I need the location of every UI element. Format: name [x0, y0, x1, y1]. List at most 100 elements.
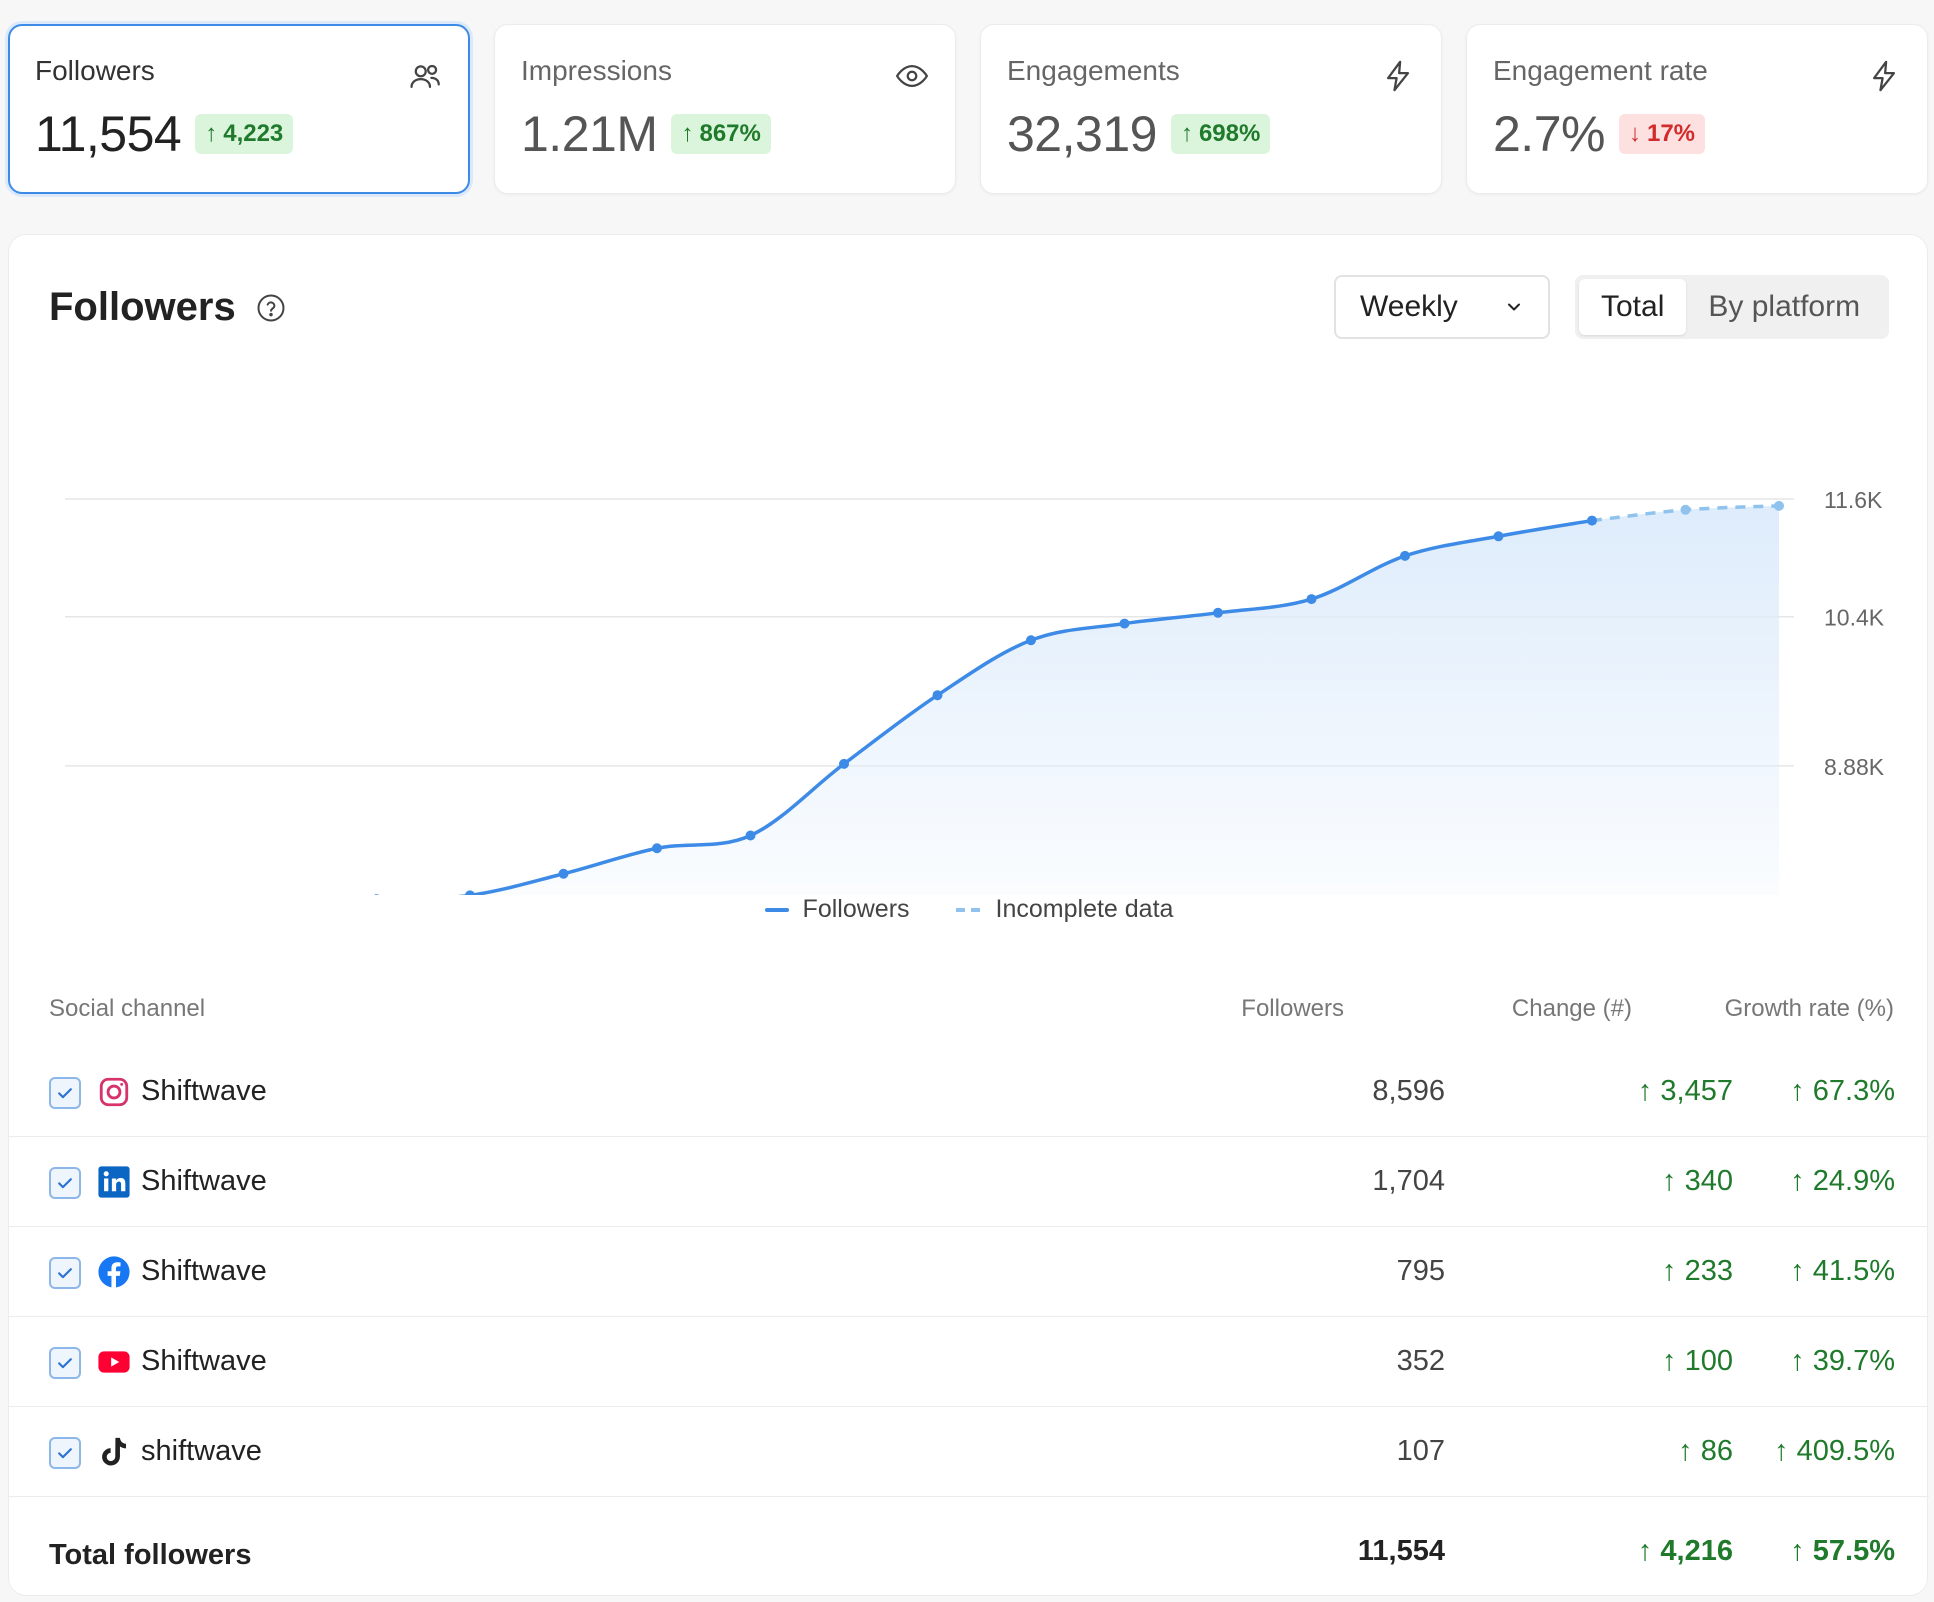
change-value: ↑ 86 — [1678, 1435, 1733, 1467]
data-point — [1493, 531, 1504, 542]
followers-value: 352 — [1396, 1345, 1445, 1377]
metric-card-engagement-rate[interactable]: Engagement rate 2.7% ↓ 17% — [1466, 24, 1928, 194]
instagram-icon — [99, 1077, 129, 1107]
eye-icon — [895, 64, 929, 88]
metric-card-impressions[interactable]: Impressions 1.21M ↑ 867% — [494, 24, 956, 194]
check-icon — [58, 1088, 72, 1099]
data-point — [1119, 618, 1130, 629]
growth-value: ↑ 67.3% — [1790, 1075, 1895, 1107]
legend-item-followers[interactable]: Followers — [764, 895, 910, 924]
followers-value: 795 — [1396, 1255, 1445, 1287]
check-icon — [58, 1358, 72, 1369]
metric-label: Impressions — [521, 55, 672, 86]
channel-name: shiftwave — [141, 1435, 262, 1467]
row-checkbox[interactable] — [49, 1167, 81, 1199]
table-row: Shiftwave 1,704 ↑ 340 ↑ 24.9% — [9, 1137, 1929, 1227]
followers-panel: Followers Weekly Total By platform 7.38K… — [8, 234, 1929, 1596]
change-badge: ↑ 867% — [671, 114, 771, 154]
table-row: Shiftwave 795 ↑ 233 ↑ 41.5% — [9, 1227, 1929, 1317]
data-point — [1587, 515, 1597, 526]
total-growth: ↑ 57.5% — [1790, 1535, 1895, 1567]
metric-card-engagements[interactable]: Engagements 32,319 ↑ 698% — [980, 24, 1442, 194]
header-followers[interactable]: Followers — [1241, 995, 1344, 1022]
metric-value: 2.7% — [1493, 106, 1605, 162]
help-icon[interactable] — [256, 293, 286, 323]
metric-card-followers[interactable]: Followers 11,554 ↑ 4,223 — [8, 24, 470, 194]
total-label: Total followers — [49, 1539, 252, 1571]
data-point — [839, 758, 849, 769]
data-point — [1400, 550, 1410, 561]
header-social-channel[interactable]: Social channel — [49, 995, 206, 1022]
panel-title: Followers — [49, 285, 286, 330]
view-toggle: Total By platform — [1575, 275, 1889, 339]
table-row: Shiftwave 8,596 ↑ 3,457 ↑ 67.3% — [9, 1047, 1929, 1137]
followers-value: 107 — [1396, 1435, 1445, 1467]
y-tick-label: 11.6K — [1824, 487, 1883, 513]
change-value: ↑ 233 — [1662, 1255, 1733, 1287]
linkedin-icon — [98, 1166, 130, 1198]
row-checkbox[interactable] — [49, 1437, 81, 1469]
total-followers: 11,554 — [1357, 1535, 1445, 1567]
data-point — [932, 690, 943, 701]
channel-name: Shiftwave — [141, 1165, 267, 1197]
users-icon — [410, 64, 440, 89]
data-point — [465, 890, 475, 895]
data-point — [558, 868, 569, 879]
view-toggle-total[interactable]: Total — [1579, 279, 1687, 335]
metric-value: 32,319 — [1007, 106, 1157, 162]
metric-label: Engagement rate — [1493, 55, 1708, 86]
check-icon — [58, 1178, 72, 1189]
legend-item-incomplete[interactable]: Incomplete data — [955, 895, 1174, 924]
data-point — [1306, 594, 1317, 605]
data-point — [373, 894, 380, 895]
metric-label: Engagements — [1007, 55, 1180, 86]
followers-value: 1,704 — [1372, 1165, 1445, 1197]
legend-swatch-dashed — [955, 907, 982, 912]
growth-value: ↑ 39.7% — [1790, 1345, 1895, 1377]
area-fill — [472, 505, 1779, 895]
growth-value: ↑ 409.5% — [1774, 1435, 1895, 1467]
row-checkbox[interactable] — [49, 1257, 81, 1289]
total-row: Total followers 11,554 ↑ 4,216 ↑ 57.5% — [9, 1515, 1929, 1595]
change-badge: ↓ 17% — [1618, 114, 1706, 154]
change-value: ↑ 100 — [1662, 1345, 1733, 1377]
y-tick-label: 10.4K — [1824, 605, 1885, 631]
view-toggle-by-platform[interactable]: By platform — [1708, 290, 1861, 323]
header-change[interactable]: Change (#) — [1511, 995, 1632, 1022]
channel-name: Shiftwave — [141, 1255, 267, 1287]
row-checkbox[interactable] — [49, 1077, 81, 1109]
total-change: ↑ 4,216 — [1637, 1535, 1733, 1567]
legend-label: Incomplete data — [995, 895, 1174, 923]
facebook-icon — [98, 1256, 130, 1288]
lightning-icon — [1872, 60, 1896, 92]
interval-select[interactable]: Weekly — [1334, 275, 1550, 339]
data-point-incomplete — [1680, 504, 1691, 515]
row-checkbox[interactable] — [49, 1347, 81, 1379]
channel-name: Shiftwave — [141, 1345, 267, 1377]
y-tick-label: 8.88K — [1824, 754, 1885, 780]
metric-cards: Followers 11,554 ↑ 4,223 Impressions 1.21… — [8, 24, 1928, 194]
data-point — [1026, 635, 1036, 646]
data-point — [745, 830, 756, 841]
header-growth-rate[interactable]: Growth rate (%) — [1724, 995, 1894, 1022]
metric-value: 11,554 — [35, 106, 182, 162]
table-row: Shiftwave 352 ↑ 100 ↑ 39.7% — [9, 1317, 1929, 1407]
table-header: Social channel Followers Change (#) Grow… — [49, 995, 1894, 1035]
tiktok-icon — [102, 1437, 127, 1466]
chevron-down-icon — [1508, 303, 1520, 311]
check-icon — [58, 1448, 72, 1459]
metric-label: Followers — [35, 55, 155, 86]
change-badge: ↑ 4,223 — [195, 114, 294, 154]
lightning-icon — [1386, 60, 1410, 92]
growth-value: ↑ 41.5% — [1790, 1255, 1895, 1287]
change-value: ↑ 340 — [1662, 1165, 1733, 1197]
data-point — [1213, 607, 1223, 618]
data-point — [652, 843, 662, 854]
check-icon — [58, 1268, 72, 1279]
channel-name: Shiftwave — [141, 1075, 267, 1107]
data-point-incomplete — [1774, 500, 1784, 511]
metric-value: 1.21M — [521, 106, 658, 162]
table-row: shiftwave 107 ↑ 86 ↑ 409.5% — [9, 1407, 1929, 1497]
youtube-icon — [98, 1351, 130, 1373]
change-badge: ↑ 698% — [1170, 114, 1271, 154]
